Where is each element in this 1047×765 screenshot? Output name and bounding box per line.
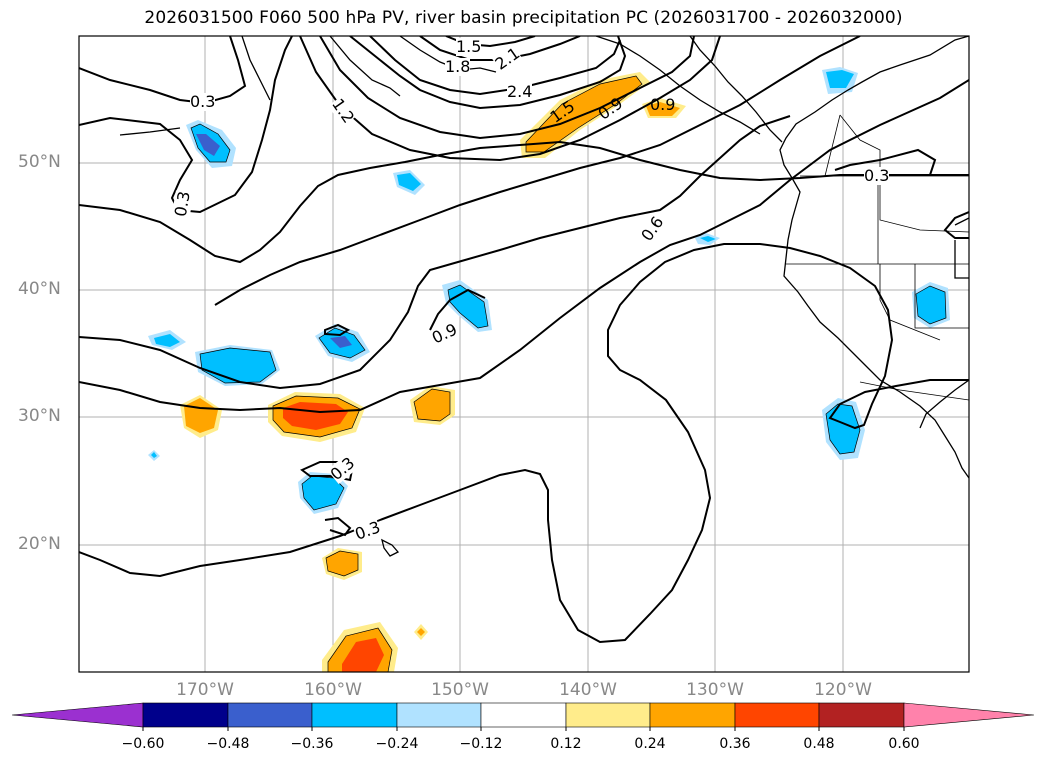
colorbar-swatch xyxy=(565,702,651,728)
colorbar-tick-label: 0.12 xyxy=(550,736,582,752)
lon-label: 130°W xyxy=(686,680,744,700)
colorbar-swatch xyxy=(818,702,905,728)
colorbar-swatch xyxy=(311,702,398,728)
colorbar-tick-label: −0.12 xyxy=(459,736,503,752)
lon-label: 160°W xyxy=(304,680,362,700)
colorbar-swatch xyxy=(903,702,1035,728)
colorbar-swatch xyxy=(396,702,482,728)
colorbar-swatch xyxy=(480,702,567,728)
lon-label: 170°W xyxy=(176,680,234,700)
lat-label: 20°N xyxy=(18,534,61,554)
colorbar-swatch xyxy=(11,702,144,728)
map-title: 2026031500 F060 500 hPa PV, river basin … xyxy=(144,8,903,28)
lat-label: 50°N xyxy=(18,152,61,172)
colorbar-tick-label: −0.60 xyxy=(121,736,165,752)
colorbar-tick-label: 0.48 xyxy=(803,736,835,752)
colorbar-swatch xyxy=(227,702,313,728)
colorbar-tick-label: −0.24 xyxy=(375,736,419,752)
map-frame xyxy=(78,35,970,673)
lat-label: 40°N xyxy=(18,279,61,299)
colorbar-tick-label: 0.36 xyxy=(719,736,751,752)
colorbar xyxy=(11,702,1035,728)
lon-label: 120°W xyxy=(814,680,872,700)
colorbar-tick-label: −0.36 xyxy=(290,736,334,752)
colorbar-tick-label: −0.48 xyxy=(206,736,250,752)
colorbar-swatch xyxy=(734,702,820,728)
lon-label: 140°W xyxy=(559,680,617,700)
colorbar-tick-label: 0.24 xyxy=(634,736,666,752)
lat-label: 30°N xyxy=(18,406,61,426)
colorbar-swatch xyxy=(649,702,736,728)
lon-label: 150°W xyxy=(431,680,489,700)
colorbar-swatch xyxy=(142,702,229,728)
colorbar-tick-label: 0.60 xyxy=(888,736,920,752)
